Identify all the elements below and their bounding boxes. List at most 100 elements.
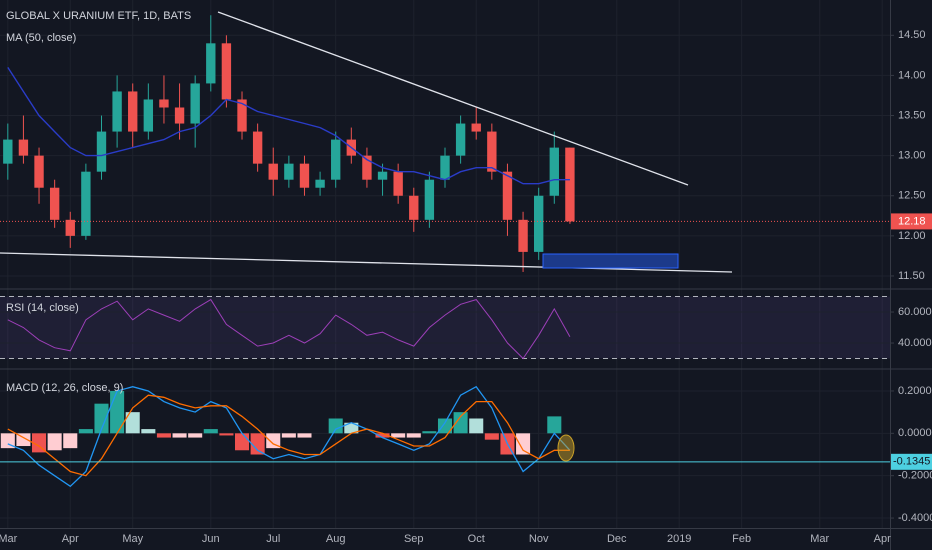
histogram-bar bbox=[0, 433, 15, 449]
histogram-bar bbox=[156, 433, 171, 438]
candle-body bbox=[18, 139, 29, 156]
trend-line bbox=[0, 252, 733, 273]
candle-body bbox=[331, 139, 341, 180]
x-tick-label: Mar bbox=[810, 533, 829, 545]
histogram-bar bbox=[219, 433, 234, 436]
histogram-bar bbox=[375, 433, 390, 438]
candle-body bbox=[549, 147, 559, 196]
x-tick-label: Nov bbox=[529, 533, 549, 545]
chart-title: GLOBAL X URANIUM ETF, 1D, BATS bbox=[6, 10, 191, 22]
candle-body bbox=[252, 131, 263, 164]
rsi-band-fill bbox=[0, 296, 890, 359]
histogram-bar bbox=[469, 418, 484, 434]
y-tick-label: 11.50 bbox=[898, 270, 925, 282]
candle-body bbox=[49, 187, 60, 220]
candle-body bbox=[315, 179, 325, 188]
candle-body bbox=[3, 139, 13, 164]
histogram-bar bbox=[110, 390, 125, 434]
x-tick-label: Oct bbox=[468, 533, 485, 545]
candle-body bbox=[65, 219, 75, 236]
x-tick-label: Jun bbox=[202, 533, 220, 545]
histogram-bar bbox=[406, 433, 421, 438]
histogram-bar bbox=[297, 433, 312, 438]
histogram-bar bbox=[47, 433, 62, 451]
candle-body bbox=[237, 99, 247, 132]
histogram-bar bbox=[281, 433, 296, 438]
candle-body bbox=[206, 43, 216, 84]
last-price-label: 12.18 bbox=[898, 215, 926, 227]
y-tick-label: 0.0000 bbox=[898, 427, 932, 439]
macd-label: MACD (12, 26, close, 9) bbox=[6, 382, 123, 394]
histogram-bar bbox=[188, 433, 203, 438]
x-tick-label: Apr bbox=[62, 533, 79, 545]
candle-body bbox=[565, 147, 575, 222]
signal-line bbox=[7, 394, 570, 477]
candle-body bbox=[81, 171, 91, 236]
histogram-bar bbox=[484, 433, 499, 440]
candle-body bbox=[284, 163, 294, 180]
histogram-bar bbox=[94, 403, 109, 434]
candle-body bbox=[409, 195, 419, 220]
ma-label: MA (50, close) bbox=[6, 32, 76, 44]
x-tick-label: Jul bbox=[266, 533, 280, 545]
histogram-bar bbox=[453, 412, 468, 434]
candle-body bbox=[174, 107, 185, 124]
histogram-bar bbox=[516, 433, 531, 455]
candle-body bbox=[393, 171, 403, 196]
histogram-bar bbox=[547, 416, 562, 434]
histogram-bar bbox=[16, 433, 31, 447]
highlight bbox=[557, 434, 575, 462]
candle-body bbox=[268, 163, 278, 180]
overlay: Mar Apr May Jun Jul Aug Sep Oct Nov Dec 2019 Feb Mar… bbox=[0, 29, 932, 545]
x-tick-label: Aug bbox=[326, 533, 346, 545]
macd-line bbox=[7, 385, 571, 488]
candle-body bbox=[34, 155, 44, 188]
candle-body bbox=[534, 195, 544, 252]
y-tick-label: 12.00 bbox=[898, 230, 926, 242]
histogram-bar bbox=[437, 418, 453, 434]
histogram-bar bbox=[125, 412, 140, 434]
x-tick-label: Dec bbox=[607, 533, 627, 545]
candle-body bbox=[299, 163, 310, 188]
level-box bbox=[891, 453, 932, 470]
histogram-bar bbox=[63, 433, 78, 449]
ma-line bbox=[7, 67, 570, 185]
candle-body bbox=[128, 91, 138, 132]
candle-body bbox=[518, 219, 528, 252]
rsi-label: RSI (14, close) bbox=[6, 302, 79, 314]
histogram-bar bbox=[328, 418, 343, 434]
candle-body bbox=[377, 171, 388, 180]
candle-body bbox=[190, 83, 200, 124]
zone-box bbox=[542, 253, 679, 269]
histogram-bar bbox=[32, 433, 47, 453]
level-label: -0.1345 bbox=[893, 456, 930, 468]
x-tick-label: 2019 bbox=[667, 533, 691, 545]
candle-body bbox=[455, 123, 466, 156]
rsi-line bbox=[7, 298, 571, 360]
trend-line bbox=[217, 11, 689, 186]
histogram-bar bbox=[266, 433, 281, 449]
histogram-bar bbox=[344, 422, 359, 434]
y-tick-label: 14.00 bbox=[898, 69, 926, 81]
x-tick-label: Mar bbox=[0, 533, 18, 545]
candle-body bbox=[424, 179, 435, 220]
marks bbox=[0, 15, 890, 488]
histogram-bar bbox=[422, 431, 437, 434]
y-tick-label: 13.00 bbox=[898, 150, 926, 162]
candle-body bbox=[362, 155, 372, 180]
histogram-bar bbox=[172, 433, 187, 438]
y-tick-label: 60.0000 bbox=[898, 306, 932, 318]
x-tick-label: May bbox=[122, 533, 143, 545]
x-tick-label: Feb bbox=[732, 533, 751, 545]
histogram-bar bbox=[234, 433, 250, 451]
histogram-bar bbox=[78, 429, 93, 434]
histogram-bar bbox=[250, 433, 265, 455]
candle-body bbox=[471, 123, 481, 132]
y-tick-label: -0.4000 bbox=[898, 512, 932, 524]
x-tick-label: Sep bbox=[404, 533, 424, 545]
candle-body bbox=[487, 131, 497, 172]
y-tick-label: 40.0000 bbox=[898, 337, 932, 349]
